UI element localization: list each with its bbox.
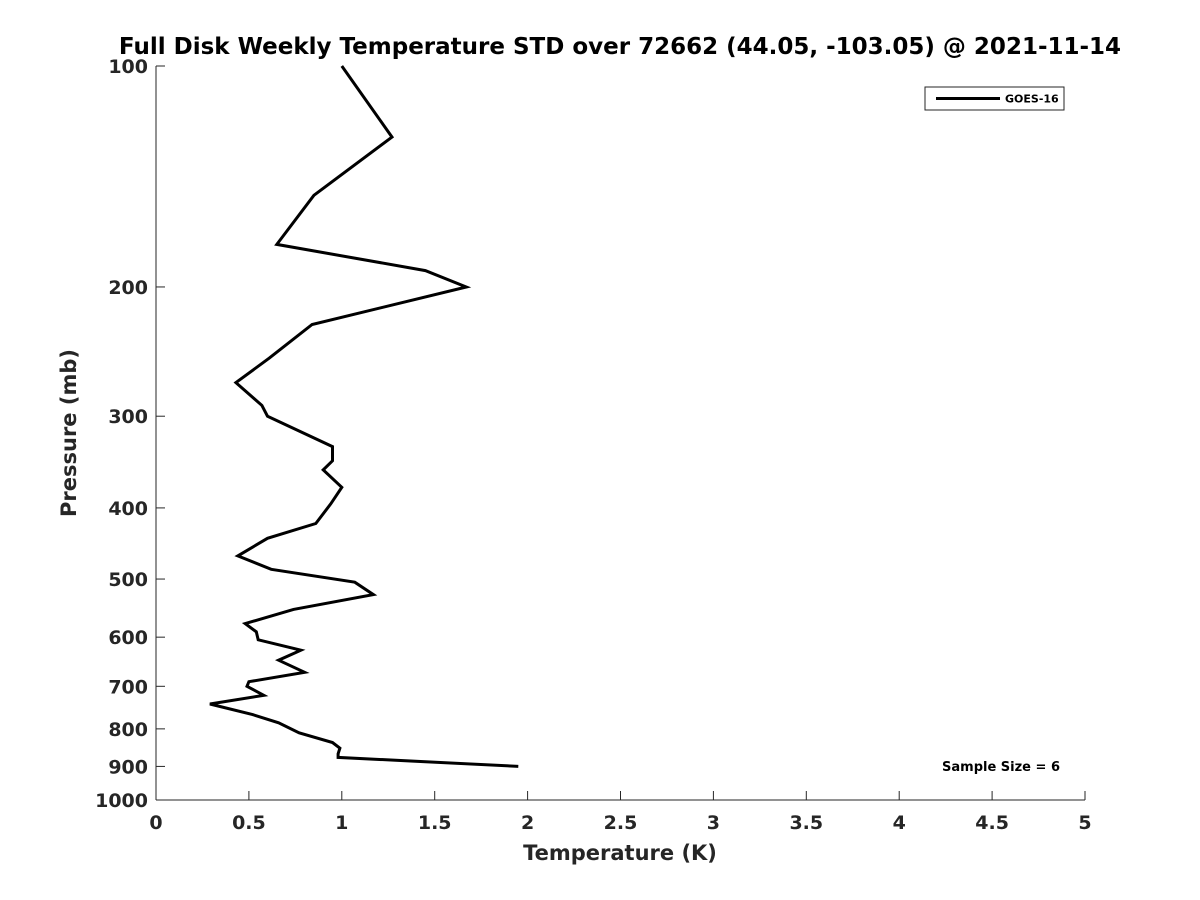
y-tick-label: 100 [108, 56, 148, 78]
x-tick-label: 3.5 [789, 812, 823, 834]
sample-size-annotation: Sample Size = 6 [942, 760, 1060, 775]
x-tick-label: 4.5 [975, 812, 1009, 834]
y-axis-label: Pressure (mb) [57, 349, 81, 517]
y-tick-label: 400 [108, 498, 148, 520]
x-tick-label: 1.5 [418, 812, 452, 834]
x-axis-label: Temperature (K) [523, 841, 717, 865]
y-tick-label: 1000 [95, 790, 148, 812]
x-tick-label: 4 [893, 812, 906, 834]
x-tick-label: 2.5 [604, 812, 638, 834]
y-tick-label: 700 [108, 676, 148, 698]
y-tick-label: 900 [108, 756, 148, 778]
legend-label-goes-16: GOES-16 [1005, 93, 1059, 106]
x-tick-label: 1 [335, 812, 348, 834]
y-tick-label: 200 [108, 277, 148, 299]
x-tick-label: 3 [707, 812, 720, 834]
chart-title: Full Disk Weekly Temperature STD over 72… [119, 34, 1121, 60]
y-tick-label: 300 [108, 406, 148, 428]
series-line-goes-16 [209, 65, 519, 768]
plot-area: 0 0.5 1 1.5 2 2.5 3 3.5 4 4.5 5 100 200 300 400 500 600 7… [95, 56, 1092, 834]
x-tick-label: 2 [521, 812, 534, 834]
x-tick-label: 0.5 [232, 812, 266, 834]
y-tick-label: 600 [108, 627, 148, 649]
legend: GOES-16 [924, 86, 1065, 111]
y-tick-label: 800 [108, 719, 148, 741]
x-tick-label: 0 [149, 812, 162, 834]
x-tick-label: 5 [1078, 812, 1091, 834]
y-tick-label: 500 [108, 569, 148, 591]
